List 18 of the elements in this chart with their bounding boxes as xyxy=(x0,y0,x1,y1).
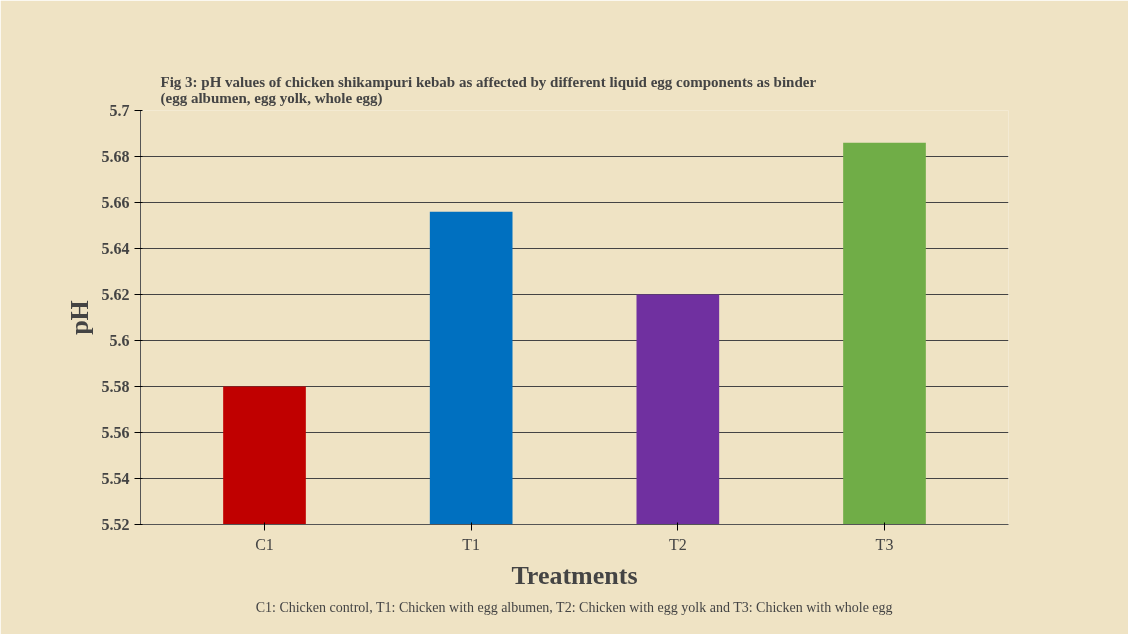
y-tick-label: 5.52 xyxy=(101,516,130,533)
x-tick-label: T2 xyxy=(668,535,687,553)
y-tick-label: 5.7 xyxy=(109,102,130,119)
x-tick-label: T3 xyxy=(875,535,894,553)
text: C1: Chicken control, T1: Chicken with egg albumen, T2: Chicken with egg yolk and T3: Chicken with whole egg xyxy=(255,599,893,615)
y-tick-label: 5.56 xyxy=(101,424,130,441)
y-tick-label: 5.66 xyxy=(101,194,130,211)
x-tick-label: T1 xyxy=(462,535,481,553)
y-axis-title: pH xyxy=(64,300,94,335)
x-tick-label: C1 xyxy=(255,535,274,553)
y-tick-label: 5.6 xyxy=(109,332,130,349)
x-axis-title: Treatments xyxy=(511,560,638,590)
y-tick-label: 5.62 xyxy=(101,286,130,303)
y-tick-label: 5.54 xyxy=(101,470,130,487)
y-tick-label: 5.58 xyxy=(101,378,130,395)
chart-title: Fig 3: pH values of chicken shikampuri kebab as affected by different liquid egg components as binder (egg albumen, egg yolk, whole egg) xyxy=(160,73,817,107)
y-tick-label: 5.68 xyxy=(101,148,130,165)
y-tick-label: 5.64 xyxy=(101,240,130,257)
